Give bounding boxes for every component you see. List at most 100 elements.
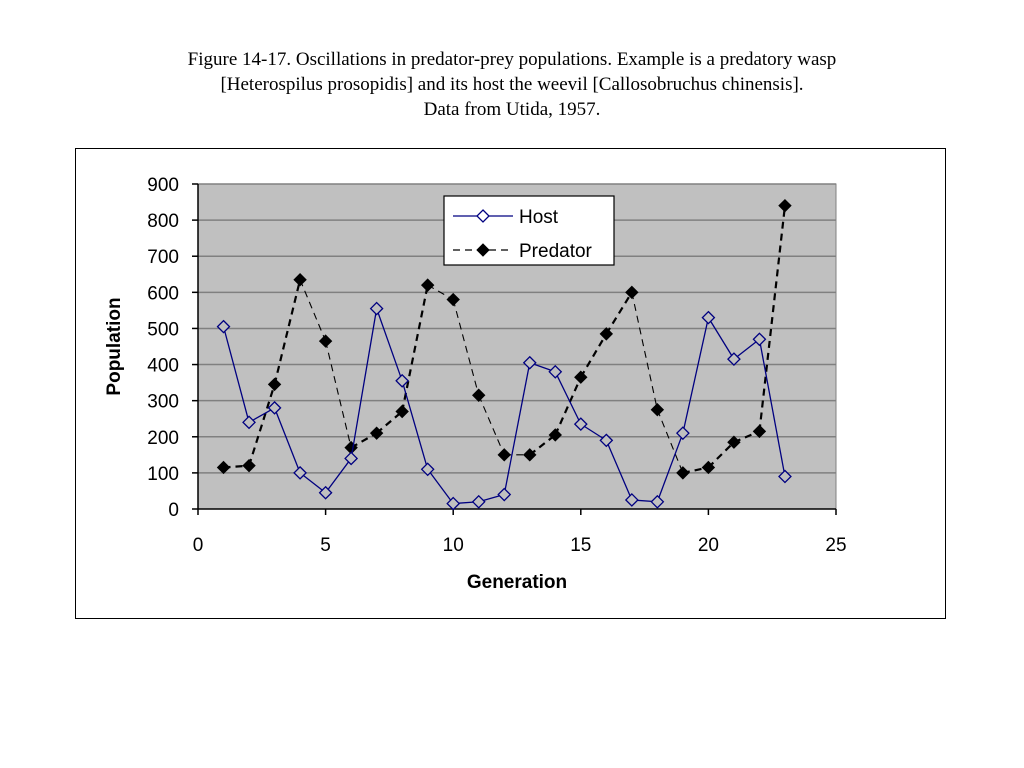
- host-point: [242, 415, 256, 430]
- host-line-segment: [554, 371, 582, 425]
- y-tick-label: 200: [147, 428, 179, 449]
- host-point: [548, 364, 563, 379]
- host-line-segment: [605, 440, 633, 501]
- y-axis-title: Population: [104, 297, 125, 395]
- host-line-segment: [503, 362, 531, 495]
- host-point: [267, 400, 282, 415]
- host-line-segment: [682, 317, 710, 434]
- host-line-segment: [273, 407, 301, 474]
- predator-point: [395, 404, 409, 419]
- host-line-segment: [733, 338, 760, 360]
- predator-point: [216, 460, 231, 475]
- predator-point: [242, 458, 256, 473]
- host-line-segment: [325, 458, 352, 494]
- predator-point: [472, 388, 486, 402]
- predator-line-segment: [401, 284, 429, 412]
- axes: [192, 183, 837, 515]
- host-point: [778, 469, 792, 484]
- host-point: [369, 301, 384, 316]
- host-point: [420, 462, 435, 477]
- predator-point: [676, 466, 690, 480]
- legend-box: [443, 195, 615, 266]
- predator-point: [599, 327, 614, 341]
- predator-point: [446, 292, 460, 307]
- predator-point: [701, 460, 716, 475]
- x-tick-label: 25: [825, 535, 846, 556]
- series-predator: [216, 198, 792, 480]
- x-tick-label: 5: [320, 535, 331, 556]
- host-line-segment: [401, 380, 429, 470]
- predator-line-segment: [631, 292, 658, 410]
- series-layer: [216, 198, 792, 511]
- host-point: [216, 319, 231, 334]
- host-point: [752, 332, 767, 347]
- legend-host-label: Host: [519, 207, 559, 228]
- tick-labels: 0 100 200 300 400 500 600 700 800 900 0 5 10 15 20 25: [147, 175, 846, 556]
- host-point: [522, 355, 537, 370]
- caption-line-1: Figure 14-17. Oscillations in predator-p…: [187, 49, 837, 70]
- host-line-segment: [427, 468, 454, 504]
- predator-point: [727, 435, 741, 449]
- host-line-segment: [376, 308, 403, 382]
- host-point: [344, 451, 359, 466]
- host-point: [624, 493, 639, 507]
- predator-point: [778, 198, 792, 213]
- caption-line-3: Data from Utida, 1957.: [423, 99, 601, 120]
- x-tick-label: 15: [570, 535, 591, 556]
- predator-point: [420, 278, 435, 292]
- host-line-segment: [707, 317, 735, 360]
- host-line-segment: [580, 423, 607, 441]
- host-line-segment: [299, 472, 326, 494]
- predator-point: [574, 370, 588, 384]
- predator-point: [369, 426, 384, 440]
- y-tick-label: 500: [147, 319, 179, 340]
- predator-line-segment: [554, 376, 582, 436]
- host-line-segment: [350, 308, 378, 459]
- predator-point: [548, 428, 562, 442]
- host-point: [497, 487, 512, 502]
- y-tick-label: 100: [147, 464, 179, 485]
- series-host: [216, 301, 792, 511]
- host-point: [318, 485, 333, 500]
- host-point: [395, 373, 410, 388]
- host-point: [599, 433, 614, 448]
- predator-line-segment: [452, 299, 480, 396]
- predator-point: [523, 448, 537, 462]
- predator-point: [293, 272, 307, 287]
- host-point: [293, 465, 307, 480]
- x-tick-label: 20: [698, 535, 719, 556]
- x-axis-title: Generation: [467, 572, 567, 593]
- predator-line-segment: [707, 441, 735, 469]
- predator-point: [752, 424, 767, 439]
- predator-line-segment: [529, 434, 556, 456]
- figure-caption: Figure 14-17. Oscillations in predator-p…: [0, 47, 1024, 122]
- y-tick-label: 600: [147, 283, 179, 304]
- host-point: [446, 496, 461, 511]
- host-point: [701, 310, 716, 325]
- predator-line-segment: [325, 340, 352, 448]
- legend-predator-marker: [476, 243, 490, 257]
- host-line-segment: [656, 432, 684, 503]
- y-tick-label: 800: [147, 211, 179, 232]
- legend-host-marker: [476, 209, 490, 223]
- host-point: [675, 426, 690, 441]
- predator-point: [497, 448, 511, 462]
- predator-line-segment: [605, 291, 633, 335]
- x-tick-label: 10: [443, 535, 464, 556]
- y-tick-label: 400: [147, 356, 179, 377]
- host-point: [573, 417, 588, 432]
- host-line-segment: [758, 339, 786, 477]
- host-point: [727, 352, 741, 367]
- host-point: [650, 494, 665, 509]
- predator-line-segment: [758, 205, 787, 432]
- host-line-segment: [222, 326, 250, 423]
- predator-point: [318, 334, 333, 348]
- predator-line-segment: [579, 333, 608, 378]
- y-tick-label: 700: [147, 247, 179, 268]
- predator-point: [625, 285, 639, 300]
- y-tick-label: 300: [147, 392, 179, 413]
- predator-point: [650, 402, 665, 417]
- predator-point: [267, 377, 282, 392]
- host-point: [471, 494, 486, 509]
